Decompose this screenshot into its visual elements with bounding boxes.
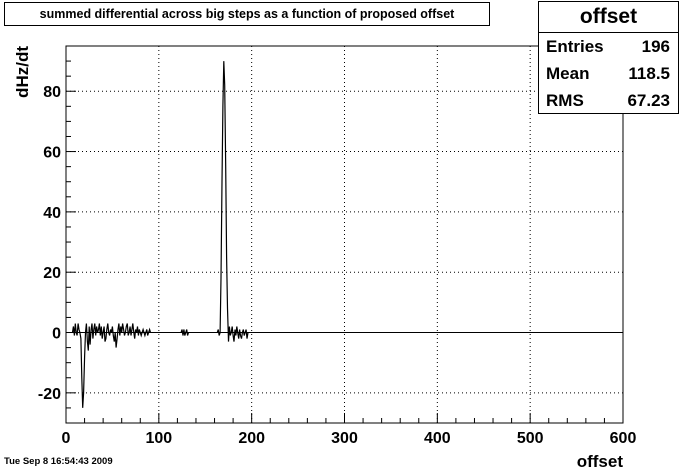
x-tick-label: 200 <box>238 430 265 447</box>
stats-label: RMS <box>546 91 584 110</box>
x-tick-label: 600 <box>610 430 637 447</box>
x-tick-label: 400 <box>424 430 451 447</box>
y-tick-label: 80 <box>43 84 61 101</box>
x-tick-label: 100 <box>145 430 172 447</box>
timestamp: Tue Sep 8 16:54:43 2009 <box>4 456 113 467</box>
stats-value: 67.23 <box>627 91 670 110</box>
y-axis-label: dHz/dt <box>13 46 32 98</box>
x-tick-label: 300 <box>331 430 358 447</box>
y-tick-label: -20 <box>38 386 61 403</box>
stats-label: Entries <box>546 37 604 56</box>
stats-value: 118.5 <box>628 64 670 83</box>
x-tick-label: 500 <box>517 430 544 447</box>
stats-title: offset <box>539 2 678 33</box>
data-series <box>71 61 249 408</box>
y-tick-label: 20 <box>43 265 61 282</box>
x-axis-label: offset <box>577 452 624 469</box>
y-tick-label: 60 <box>43 145 61 162</box>
y-tick-label: 0 <box>52 326 61 343</box>
series-line <box>216 61 249 342</box>
stats-row-rms: RMS 67.23 <box>539 87 678 114</box>
stats-label: Mean <box>546 64 590 83</box>
x-tick-label: 0 <box>62 430 71 447</box>
stats-value: 196 <box>641 37 670 56</box>
stats-row-mean: Mean 118.5 <box>539 60 678 87</box>
y-tick-labels: -20 0 20 40 60 80 <box>38 84 61 403</box>
series-line <box>180 329 190 336</box>
y-tick-label: 40 <box>43 205 61 222</box>
x-tick-labels: 0 100 200 300 400 500 600 <box>62 430 637 447</box>
stats-box: offset Entries 196 Mean 118.5 RMS 67.23 <box>538 1 679 114</box>
stats-row-entries: Entries 196 <box>539 33 678 60</box>
axis-ticks <box>65 60 624 423</box>
chart-title: summed differential across big steps as … <box>4 2 490 26</box>
series-line <box>71 323 152 408</box>
